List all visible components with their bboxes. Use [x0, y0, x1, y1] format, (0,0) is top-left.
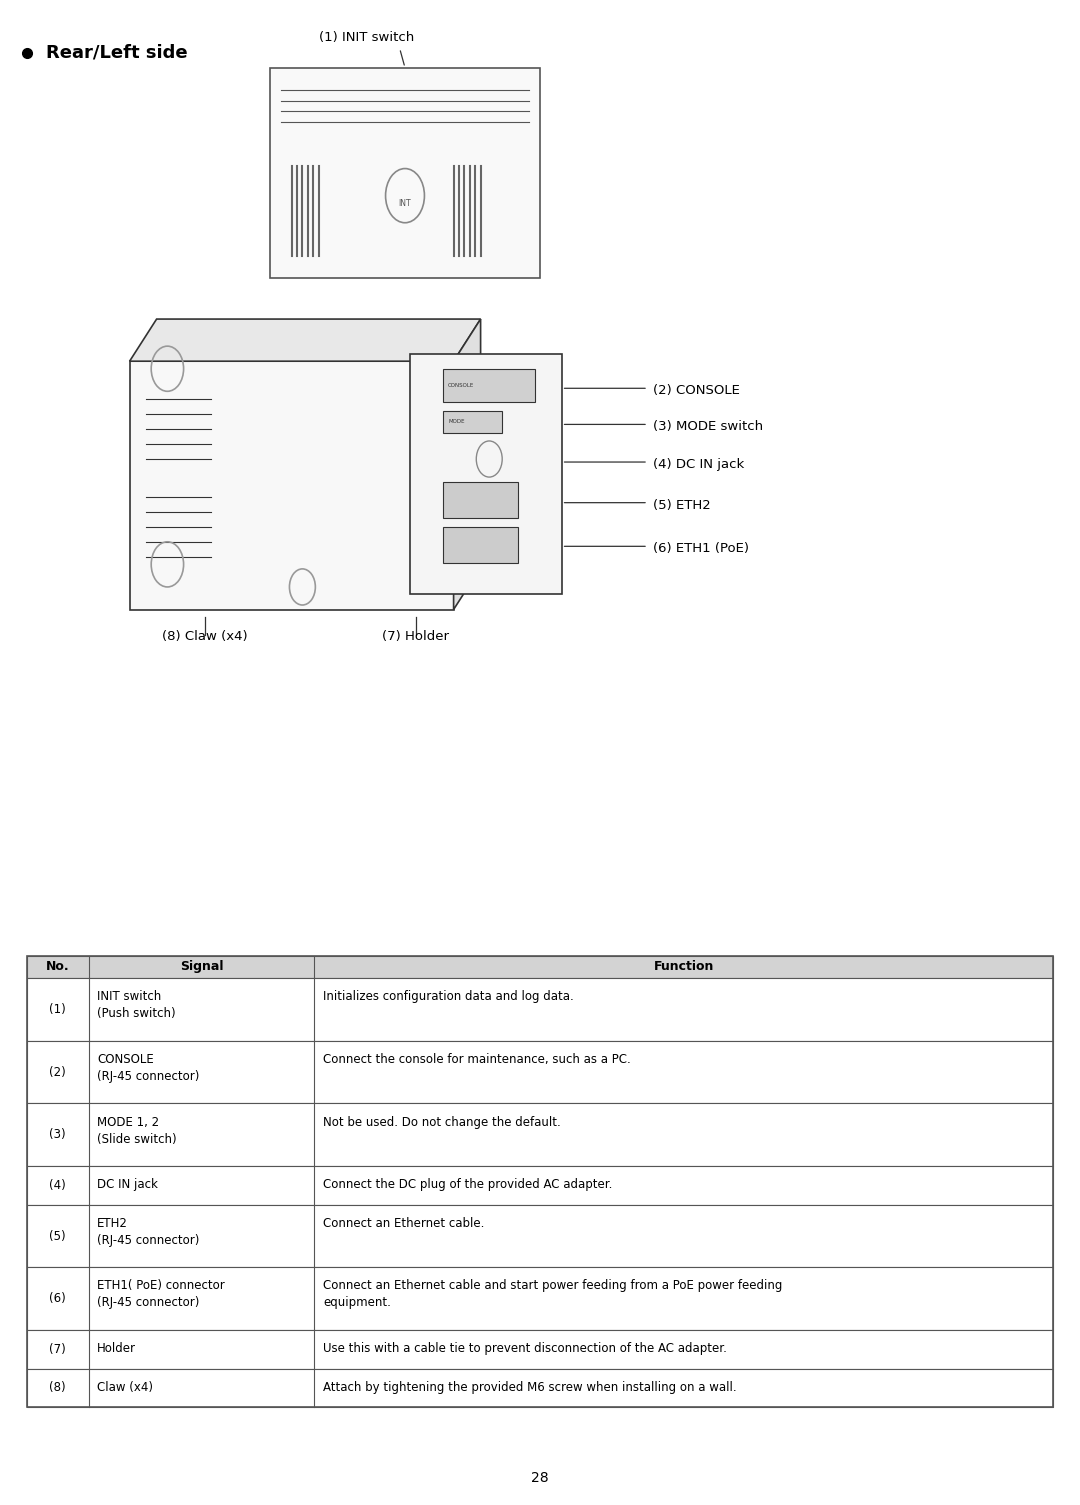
FancyBboxPatch shape: [443, 411, 502, 433]
Text: CONSOLE
(RJ-45 connector): CONSOLE (RJ-45 connector): [97, 1054, 200, 1084]
Text: (3): (3): [50, 1129, 66, 1141]
FancyBboxPatch shape: [27, 1204, 1053, 1267]
Text: (5) ETH2: (5) ETH2: [653, 498, 711, 512]
Text: Holder: Holder: [97, 1342, 136, 1354]
Text: ETH2
(RJ-45 connector): ETH2 (RJ-45 connector): [97, 1216, 200, 1246]
FancyBboxPatch shape: [27, 978, 1053, 1041]
Text: Initializes configuration data and log data.: Initializes configuration data and log d…: [323, 990, 573, 1004]
Text: Function: Function: [653, 960, 714, 974]
Text: Connect the console for maintenance, such as a PC.: Connect the console for maintenance, suc…: [323, 1054, 631, 1066]
Text: INT: INT: [399, 199, 411, 208]
Text: (4) DC IN jack: (4) DC IN jack: [653, 458, 744, 471]
Text: 28: 28: [531, 1470, 549, 1485]
Text: Use this with a cable tie to prevent disconnection of the AC adapter.: Use this with a cable tie to prevent dis…: [323, 1342, 727, 1354]
FancyBboxPatch shape: [443, 369, 535, 402]
Text: (7): (7): [50, 1342, 66, 1356]
FancyBboxPatch shape: [270, 68, 540, 278]
Text: Signal: Signal: [179, 960, 224, 974]
Text: (1) INIT switch: (1) INIT switch: [319, 30, 414, 44]
FancyBboxPatch shape: [27, 1041, 1053, 1103]
Text: (8) Claw (x4): (8) Claw (x4): [162, 629, 248, 643]
Text: CONSOLE: CONSOLE: [448, 382, 474, 388]
FancyBboxPatch shape: [27, 1166, 1053, 1204]
FancyBboxPatch shape: [443, 527, 518, 563]
FancyBboxPatch shape: [130, 361, 454, 610]
Text: MODE: MODE: [448, 418, 464, 424]
Text: Attach by tightening the provided M6 screw when installing on a wall.: Attach by tightening the provided M6 scr…: [323, 1380, 737, 1394]
FancyBboxPatch shape: [27, 1330, 1053, 1368]
Text: INIT switch
(Push switch): INIT switch (Push switch): [97, 990, 176, 1020]
Text: (8): (8): [50, 1382, 66, 1395]
FancyBboxPatch shape: [443, 482, 518, 518]
Polygon shape: [130, 319, 481, 361]
FancyBboxPatch shape: [27, 1103, 1053, 1166]
Text: ETH1( PoE) connector
(RJ-45 connector): ETH1( PoE) connector (RJ-45 connector): [97, 1279, 225, 1309]
FancyBboxPatch shape: [410, 354, 562, 594]
Text: Connect the DC plug of the provided AC adapter.: Connect the DC plug of the provided AC a…: [323, 1178, 612, 1190]
Text: MODE 1, 2
(Slide switch): MODE 1, 2 (Slide switch): [97, 1115, 177, 1145]
Text: DC IN jack: DC IN jack: [97, 1178, 158, 1190]
Text: (5): (5): [50, 1230, 66, 1243]
FancyBboxPatch shape: [27, 956, 1053, 978]
Text: Connect an Ethernet cable and start power feeding from a PoE power feeding
equip: Connect an Ethernet cable and start powe…: [323, 1279, 782, 1309]
FancyBboxPatch shape: [27, 1368, 1053, 1407]
Text: Not be used. Do not change the default.: Not be used. Do not change the default.: [323, 1115, 561, 1129]
Text: (6): (6): [50, 1293, 66, 1305]
Polygon shape: [454, 319, 481, 610]
Text: Claw (x4): Claw (x4): [97, 1380, 153, 1394]
Text: (3) MODE switch: (3) MODE switch: [653, 420, 764, 433]
Text: (6) ETH1 (PoE): (6) ETH1 (PoE): [653, 542, 750, 555]
Text: Rear/Left side: Rear/Left side: [46, 44, 188, 62]
FancyBboxPatch shape: [27, 1267, 1053, 1330]
Text: (7) Holder: (7) Holder: [382, 629, 449, 643]
Text: (4): (4): [50, 1178, 66, 1192]
Text: No.: No.: [46, 960, 69, 974]
Text: (2) CONSOLE: (2) CONSOLE: [653, 384, 740, 397]
Text: (2): (2): [50, 1066, 66, 1079]
Text: Connect an Ethernet cable.: Connect an Ethernet cable.: [323, 1216, 484, 1230]
Text: (1): (1): [50, 1002, 66, 1016]
